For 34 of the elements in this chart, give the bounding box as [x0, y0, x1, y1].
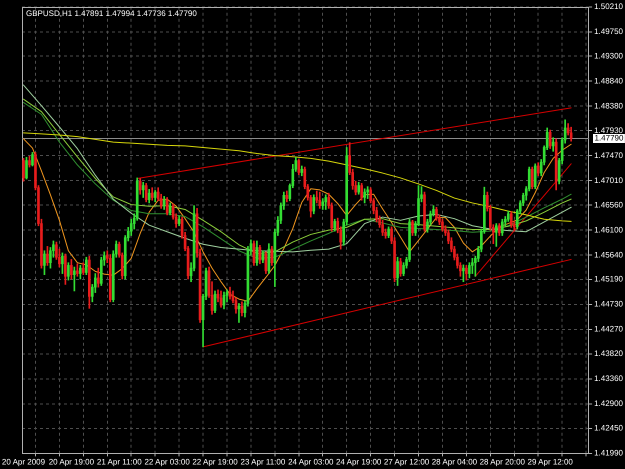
x-tick-label: 22 Apr 19:00: [192, 457, 238, 466]
y-tick-label: 1.50210: [594, 2, 624, 12]
y-tick-label: 1.48380: [594, 101, 624, 110]
y-tick-label: 1.48840: [594, 76, 624, 86]
x-tick-label: 23 Apr 11:00: [240, 457, 286, 466]
y-tick-label: 1.43820: [594, 349, 624, 358]
y-tick-label: 1.44270: [594, 324, 624, 334]
ref-line-label: 1.47790: [594, 134, 624, 143]
y-tick-label: 1.47010: [594, 176, 624, 185]
y-tick-label: 1.49750: [594, 26, 624, 36]
y-tick-label: 1.45190: [594, 274, 624, 284]
y-tick-label: 1.45640: [594, 250, 624, 260]
x-tick-label: 20 Apr 19:00: [48, 457, 95, 466]
x-tick-label: 27 Apr 12:00: [384, 457, 430, 466]
x-tick-label: 22 Apr 03:00: [144, 457, 190, 466]
y-tick-label: 1.43360: [594, 374, 624, 384]
chart-title: GBPUSD,H1 1.47891 1.47994 1.47736 1.47790: [26, 9, 198, 18]
y-tick-label: 1.46100: [594, 225, 624, 234]
y-tick-label: 1.47470: [594, 150, 624, 160]
x-tick-label: 20 Apr 2009: [2, 457, 46, 466]
x-tick-label: 21 Apr 11:00: [96, 457, 142, 466]
y-tick-label: 1.42450: [594, 424, 624, 433]
y-tick-label: 1.47930: [594, 126, 624, 135]
y-tick-label: 1.42900: [594, 399, 624, 408]
candlestick: [238, 303, 240, 323]
x-tick-label: 24 Apr 19:00: [336, 457, 382, 466]
x-tick-label: 28 Apr 20:00: [480, 457, 526, 466]
x-tick-label: 24 Apr 03:00: [288, 457, 334, 466]
y-tick-label: 1.44730: [594, 300, 624, 309]
y-tick-label: 1.41990: [594, 448, 624, 458]
x-tick-label: 29 Apr 12:00: [527, 457, 574, 466]
y-tick-label: 1.49300: [594, 51, 624, 60]
y-tick-label: 1.46560: [594, 200, 624, 210]
x-tick-label: 28 Apr 04:00: [432, 457, 478, 466]
